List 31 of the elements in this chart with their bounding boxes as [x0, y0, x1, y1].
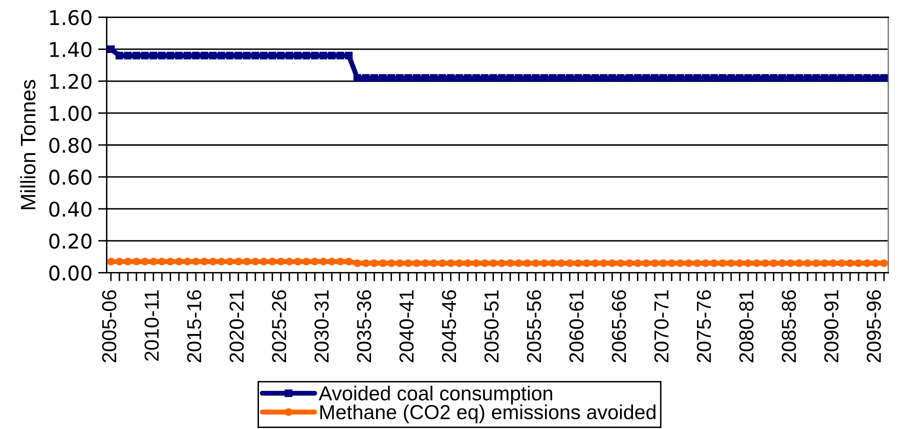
x-tick-label: 2015-16	[187, 290, 202, 362]
x-tick-label: 2085-86	[782, 290, 796, 362]
y-tick-label: 0.20	[49, 233, 92, 249]
x-tick-label: 2035-36	[356, 290, 372, 362]
legend-label: Avoided coal consumption	[318, 386, 552, 404]
x-tick-label: 2055-56	[526, 290, 542, 362]
y-tick-label: 0.00	[49, 265, 92, 281]
x-tick-label: 2025-26	[272, 290, 286, 362]
y-tick-label: 0.80	[49, 138, 92, 153]
legend-label: Methane (CO2 eq) emissions avoided	[320, 404, 656, 424]
x-tick-label: 2020-21	[230, 290, 244, 362]
x-tick-label: 2030-31	[314, 290, 329, 362]
y-tick-label: 1.20	[50, 74, 92, 90]
x-tick-label: 2080-81	[739, 290, 754, 362]
y-tick-label: 1.00	[50, 106, 92, 122]
x-tick-label: 2065-66	[612, 290, 626, 362]
x-tick-label: 2005-06	[102, 290, 116, 362]
y-tick-label: 1.60	[50, 10, 92, 26]
x-tick-label: 2075-76	[696, 290, 712, 362]
x-tick-label: 2090-91	[824, 290, 838, 362]
y-tick-label: 0.60	[49, 170, 92, 185]
x-tick-label: 2040-41	[399, 290, 414, 362]
x-tick-label: 2060-61	[569, 290, 584, 362]
y-tick-label: 0.40	[49, 202, 92, 217]
x-tick-label: 2050-51	[484, 290, 499, 362]
x-tick-label: 2095-96	[866, 290, 881, 362]
y-tick-label: 1.40	[50, 42, 92, 58]
x-tick-label: 2010-11	[144, 290, 159, 361]
x-tick-label: 2070-71	[654, 290, 669, 362]
x-tick-label: 2045-46	[442, 290, 456, 362]
y-axis-title: Million Tonnes	[20, 80, 36, 210]
